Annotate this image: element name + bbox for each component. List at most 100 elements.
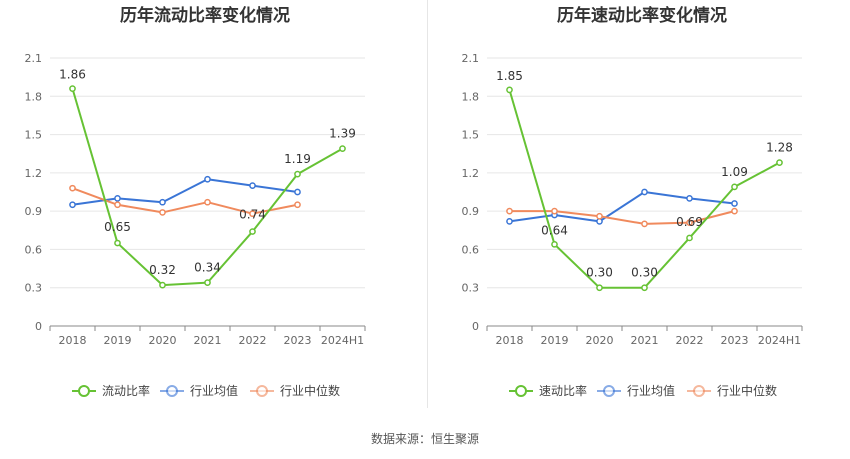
x-tick-label: 2024H1 bbox=[758, 334, 801, 347]
y-tick-label: 0.9 bbox=[462, 205, 480, 218]
x-tick-label: 2023 bbox=[284, 334, 312, 347]
legend-marker bbox=[78, 385, 90, 397]
data-point bbox=[641, 284, 648, 292]
x-tick-label: 2020 bbox=[149, 334, 177, 347]
data-point bbox=[159, 198, 166, 206]
data-point bbox=[641, 220, 648, 228]
data-point bbox=[294, 188, 301, 196]
data-point bbox=[641, 188, 648, 196]
data-point bbox=[686, 219, 693, 226]
x-tick-label: 2018 bbox=[496, 334, 524, 347]
data-point bbox=[249, 228, 256, 235]
legend-item: 行业中位数 bbox=[687, 383, 777, 398]
x-tick-label: 2019 bbox=[541, 334, 569, 347]
data-point bbox=[506, 86, 513, 94]
data-label: 0.30 bbox=[631, 266, 658, 280]
data-label: 1.86 bbox=[59, 68, 86, 82]
y-tick-label: 1.8 bbox=[462, 90, 480, 103]
data-point bbox=[69, 201, 76, 209]
y-tick-label: 1.5 bbox=[462, 129, 480, 142]
legend-item: 行业均值 bbox=[160, 383, 238, 398]
data-label: 0.65 bbox=[104, 220, 131, 234]
legend-item: 行业中位数 bbox=[250, 383, 340, 398]
data-point bbox=[686, 195, 693, 202]
data-point bbox=[731, 183, 738, 191]
data-label: 1.39 bbox=[329, 127, 356, 141]
data-label: 0.32 bbox=[149, 263, 176, 277]
data-point bbox=[294, 170, 301, 178]
data-point bbox=[776, 159, 783, 166]
legend-label: 行业中位数 bbox=[280, 383, 340, 398]
data-point bbox=[114, 201, 121, 209]
data-point bbox=[114, 195, 121, 202]
legend-marker bbox=[693, 385, 705, 397]
series-line-2 bbox=[72, 178, 298, 206]
data-label: 0.30 bbox=[586, 266, 613, 280]
legend-label: 行业均值 bbox=[190, 383, 238, 398]
data-point bbox=[159, 281, 166, 289]
data-point bbox=[506, 207, 513, 215]
x-tick-label: 2021 bbox=[194, 334, 222, 347]
legend-label: 行业均值 bbox=[627, 383, 675, 398]
y-tick-label: 1.5 bbox=[25, 129, 43, 142]
data-point bbox=[69, 85, 76, 92]
y-tick-label: 1.2 bbox=[25, 167, 43, 180]
data-point bbox=[249, 182, 256, 189]
x-tick-label: 2022 bbox=[239, 334, 267, 347]
x-tick-label: 2018 bbox=[59, 334, 87, 347]
chart-title: 历年流动比率变化情况 bbox=[120, 5, 290, 26]
y-tick-label: 0.6 bbox=[25, 243, 43, 256]
data-point bbox=[596, 284, 603, 292]
data-point bbox=[339, 145, 346, 152]
x-tick-label: 2023 bbox=[721, 334, 749, 347]
legend-label: 行业中位数 bbox=[717, 383, 777, 398]
data-label: 1.19 bbox=[284, 152, 311, 166]
data-point bbox=[551, 207, 558, 215]
legend-marker bbox=[515, 385, 527, 397]
legend-marker bbox=[166, 385, 178, 397]
x-tick-label: 2022 bbox=[676, 334, 704, 347]
y-tick-label: 1.2 bbox=[462, 167, 480, 180]
data-point bbox=[204, 279, 211, 286]
data-point bbox=[506, 218, 513, 225]
y-tick-label: 0.9 bbox=[25, 205, 43, 218]
data-point bbox=[204, 198, 211, 206]
data-point bbox=[249, 210, 256, 218]
chart-divider bbox=[427, 0, 428, 408]
series-line-3 bbox=[509, 210, 735, 225]
y-tick-label: 0.3 bbox=[462, 282, 480, 295]
data-point bbox=[731, 207, 738, 215]
legend-item: 行业均值 bbox=[597, 383, 675, 398]
legend-item: 流动比率 bbox=[72, 383, 150, 398]
data-point bbox=[204, 175, 211, 183]
x-tick-label: 2024H1 bbox=[321, 334, 364, 347]
y-tick-label: 0 bbox=[35, 320, 42, 333]
chart-2: 历年速动比率变化情况 0 0.3 0.6 0.9 1.2 1.5 1.8 2.1 2018 2019… bbox=[462, 5, 803, 398]
y-tick-label: 2.1 bbox=[25, 52, 43, 65]
data-point bbox=[731, 200, 738, 207]
data-point bbox=[114, 239, 121, 247]
y-tick-label: 2.1 bbox=[462, 52, 480, 65]
series-line-1 bbox=[71, 88, 343, 287]
data-label: 0.74 bbox=[239, 208, 266, 222]
legend-marker bbox=[256, 385, 268, 397]
data-label: 0.69 bbox=[676, 215, 703, 229]
data-point bbox=[294, 201, 301, 209]
data-point bbox=[159, 209, 166, 216]
chart-title: 历年速动比率变化情况 bbox=[557, 5, 727, 26]
legend-marker bbox=[603, 385, 615, 397]
data-label: 0.64 bbox=[541, 223, 568, 237]
data-label: 1.85 bbox=[496, 69, 523, 83]
data-point bbox=[551, 240, 558, 248]
chart-1: 历年流动比率变化情况 0 0.3 0.6 0.9 1.2 1.5 1.8 2.1 2018 2019… bbox=[25, 5, 366, 398]
data-point bbox=[686, 234, 693, 242]
series-line-3 bbox=[72, 187, 298, 215]
legend-item: 速动比率 bbox=[509, 383, 587, 398]
data-label: 1.09 bbox=[721, 165, 748, 179]
x-tick-label: 2019 bbox=[104, 334, 132, 347]
data-source-label: 数据来源：恒生聚源 bbox=[370, 432, 479, 446]
data-label: 0.34 bbox=[194, 261, 221, 275]
data-point bbox=[69, 184, 76, 192]
y-tick-label: 0.6 bbox=[462, 243, 480, 256]
